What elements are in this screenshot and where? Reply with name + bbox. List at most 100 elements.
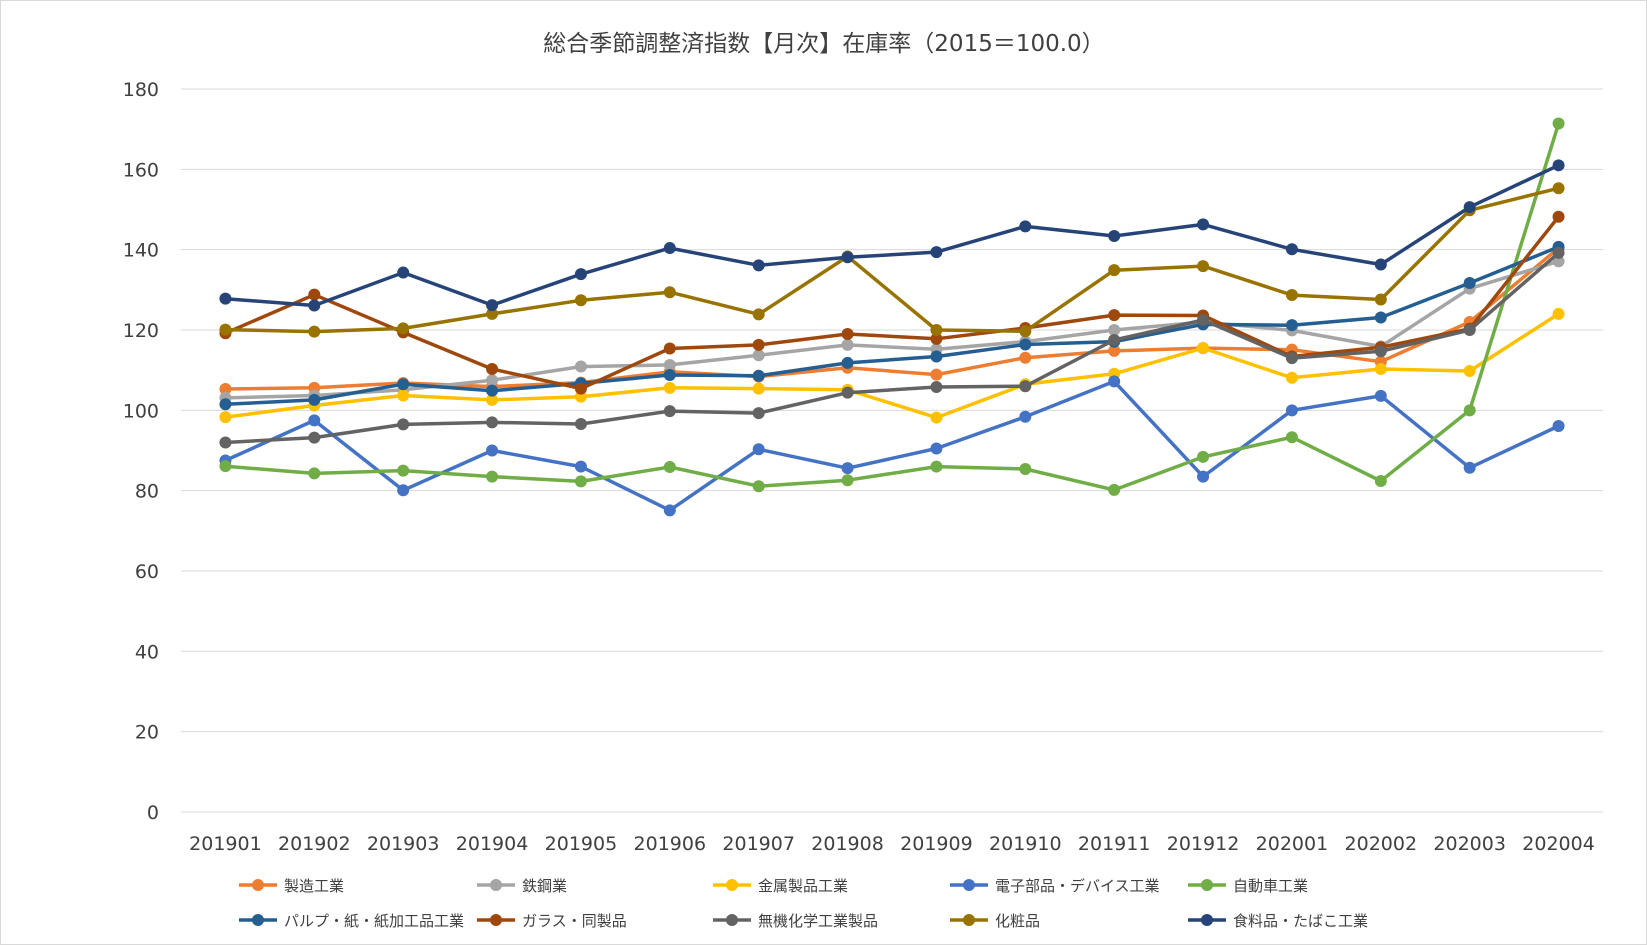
legend-marker [1201,914,1213,926]
legend-item: 金属製品工業 [713,877,848,895]
x-tick-label: 202002 [1345,833,1418,855]
legend-item: 自動車工業 [1188,877,1308,895]
data-point [1197,342,1210,355]
data-point [663,286,676,299]
data-point [308,431,321,444]
data-point [663,460,676,473]
data-point [397,418,410,431]
data-point [1374,258,1387,271]
data-point [930,368,943,381]
data-point [219,460,232,473]
data-point [1552,419,1565,432]
y-tick-label: 180 [123,79,159,101]
data-point [663,504,676,517]
x-tick-label: 201905 [545,833,618,855]
data-point [663,342,676,355]
y-tick-label: 0 [147,802,159,824]
data-point [752,407,765,420]
data-point [752,349,765,362]
data-point [1374,475,1387,488]
legend-marker [252,879,264,891]
data-point [752,369,765,382]
data-point [1285,352,1298,365]
data-point [930,246,943,259]
data-point [1019,338,1032,351]
data-point [397,266,410,279]
x-tick-label: 201910 [989,833,1062,855]
legend-label: 金属製品工業 [758,877,848,895]
y-tick-label: 40 [135,641,159,663]
data-point [397,484,410,497]
data-point [1552,182,1565,195]
data-point [1108,344,1121,357]
series-group [219,210,1565,395]
data-point [574,460,587,473]
data-point [1019,220,1032,233]
y-tick-label: 80 [135,481,159,503]
data-point [574,417,587,430]
series-group [219,375,1565,517]
data-point [219,436,232,449]
data-point [930,324,943,336]
data-point [219,383,232,396]
legend-label: ガラス・同製品 [522,912,627,930]
data-point [1463,324,1476,336]
data-point [219,323,232,336]
data-point [841,356,854,369]
legend-marker [1201,879,1213,891]
series-line [223,214,1561,391]
series-line [223,121,1561,492]
data-point [219,398,232,411]
data-point [1463,461,1476,474]
data-point [1463,404,1476,417]
data-point [663,358,676,371]
data-point [1019,325,1032,338]
data-point [752,443,765,456]
data-point [1108,483,1121,496]
data-point [663,242,676,255]
y-tick-label: 20 [135,722,159,744]
data-point [841,338,854,351]
data-point [841,328,854,341]
legend-label: 食料品・たばこ工業 [1233,912,1368,930]
y-tick-label: 160 [123,159,159,181]
y-tick-label: 140 [123,240,159,262]
x-tick-label: 201909 [900,833,973,855]
data-point [486,307,499,320]
legend-marker [963,914,975,926]
x-tick-label: 201912 [1167,833,1240,855]
legend-label: パルプ・紙・紙加工品工業 [284,912,464,930]
data-point [1197,313,1210,326]
legend-item: 鉄鋼業 [477,877,567,895]
data-point [308,393,321,406]
series-group [219,182,1565,338]
data-point [1019,351,1032,364]
data-point [752,308,765,321]
data-point [663,368,676,381]
data-point [752,480,765,493]
data-point [1552,255,1565,268]
legend-marker [963,879,975,891]
legend-item: パルプ・紙・紙加工品工業 [239,912,464,930]
data-point [1285,431,1298,444]
x-tick-label: 201904 [456,833,529,855]
series-group [219,255,1565,404]
series-lines [219,117,1565,517]
series-group [219,159,1565,312]
data-point [930,411,943,424]
data-point [841,462,854,475]
legend-marker [726,879,738,891]
data-point [1197,260,1210,273]
data-point [1374,389,1387,402]
data-point [308,288,321,301]
x-tick-label: 201903 [367,833,440,855]
data-point [1463,364,1476,377]
x-tick-label: 201907 [722,833,795,855]
legend-marker [252,914,264,926]
y-tick-label: 100 [123,400,159,422]
data-point [397,322,410,335]
data-point [574,475,587,488]
x-tick-label: 201902 [278,833,351,855]
data-point [1463,201,1476,214]
